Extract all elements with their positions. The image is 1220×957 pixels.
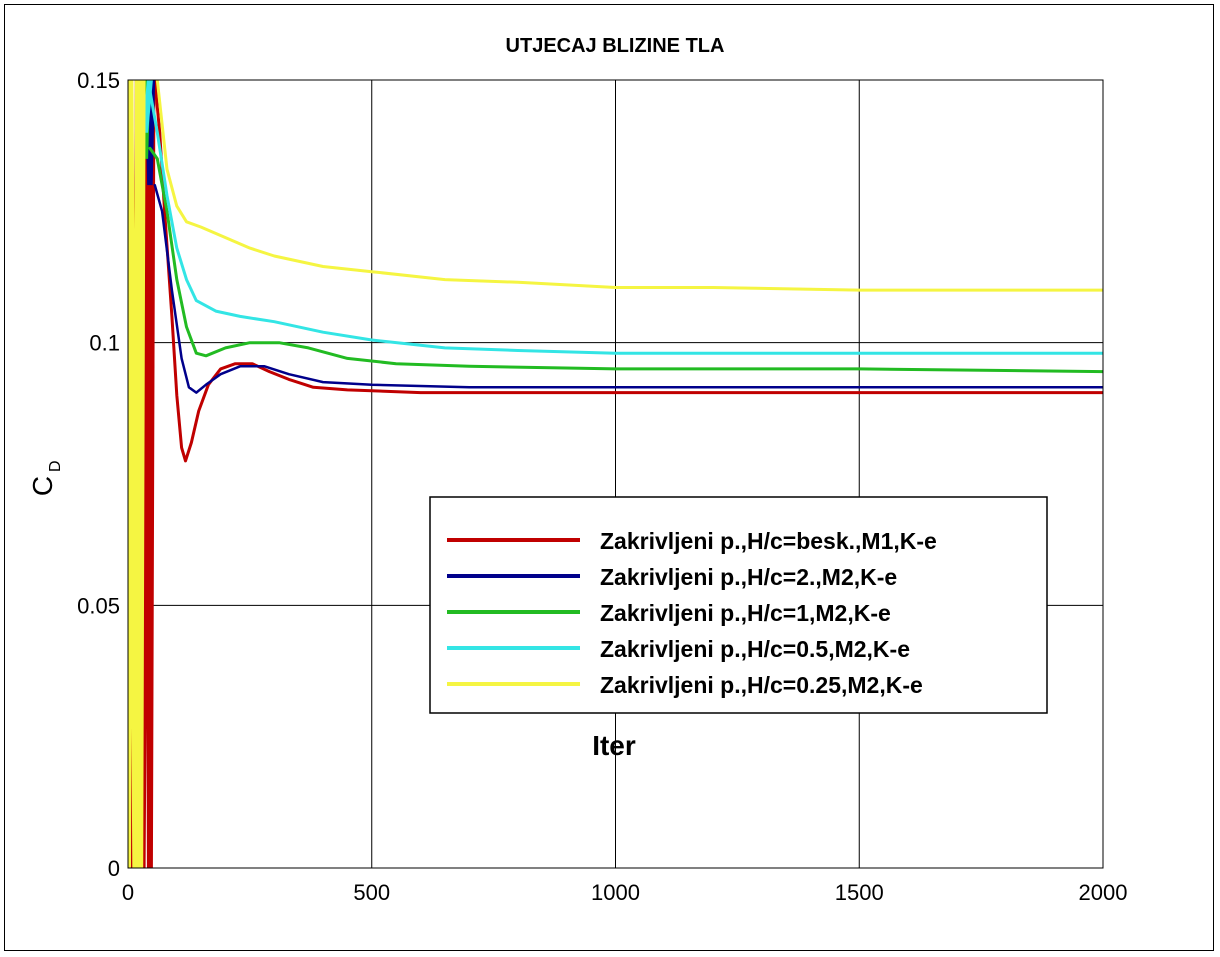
series-layer: [128, 80, 1103, 868]
legend-label: Zakrivljeni p.,H/c=0.25,M2,K-e: [600, 672, 923, 698]
y-axis-label-subscript: D: [47, 460, 64, 472]
y-tick-label: 0: [108, 856, 120, 881]
x-tick-label: 1000: [591, 880, 640, 905]
series-2-line: [153, 183, 1103, 394]
legend-box: [429, 496, 1048, 714]
series-5: [128, 80, 1103, 868]
y-tick-label: 0.05: [77, 593, 120, 618]
plot-area: [127, 79, 1104, 869]
legend-item: Zakrivljeni p.,H/c=2.,M2,K-e: [447, 564, 897, 590]
series-1: [128, 80, 1103, 868]
series-3-line: [148, 146, 1103, 374]
legend-label: Zakrivljeni p.,H/c=0.5,M2,K-e: [600, 636, 910, 662]
x-tick-label: 1500: [835, 880, 884, 905]
y-axis-label: C D: [27, 460, 64, 496]
series-3: [139, 80, 1103, 374]
legend: Zakrivljeni p.,H/c=besk.,M1,K-e Zakrivlje…: [429, 496, 1048, 714]
series-1-line: [153, 80, 1103, 463]
legend-label: Zakrivljeni p.,H/c=2.,M2,K-e: [600, 564, 897, 590]
x-axis-label: Iter: [592, 730, 636, 761]
legend-item: Zakrivljeni p.,H/c=0.25,M2,K-e: [447, 672, 923, 698]
series-5-oscillation: [128, 80, 146, 868]
x-tick-label: 0: [122, 880, 134, 905]
x-tick-label: 500: [353, 880, 390, 905]
series-4: [137, 80, 1103, 355]
legend-item: Zakrivljeni p.,H/c=1,M2,K-e: [447, 600, 891, 626]
chart-title: UTJECAJ BLIZINE TLA: [506, 35, 725, 57]
y-tick-label: 0.15: [77, 68, 120, 93]
legend-item: Zakrivljeni p.,H/c=0.5,M2,K-e: [447, 636, 910, 662]
y-tick-label: 0.1: [89, 331, 120, 356]
axis-ticks: 0 500 1000 1500 2000 0 0.05 0.1 0.15: [77, 68, 1127, 905]
series-5-line: [155, 80, 1103, 292]
legend-label: Zakrivljeni p.,H/c=1,M2,K-e: [600, 600, 891, 626]
series-4-line: [148, 89, 1103, 355]
x-tick-label: 2000: [1079, 880, 1128, 905]
chart-border: [4, 4, 1214, 951]
y-axis-label-main: C: [27, 476, 58, 496]
legend-item: Zakrivljeni p.,H/c=besk.,M1,K-e: [447, 528, 937, 554]
legend-label: Zakrivljeni p.,H/c=besk.,M1,K-e: [600, 528, 937, 554]
